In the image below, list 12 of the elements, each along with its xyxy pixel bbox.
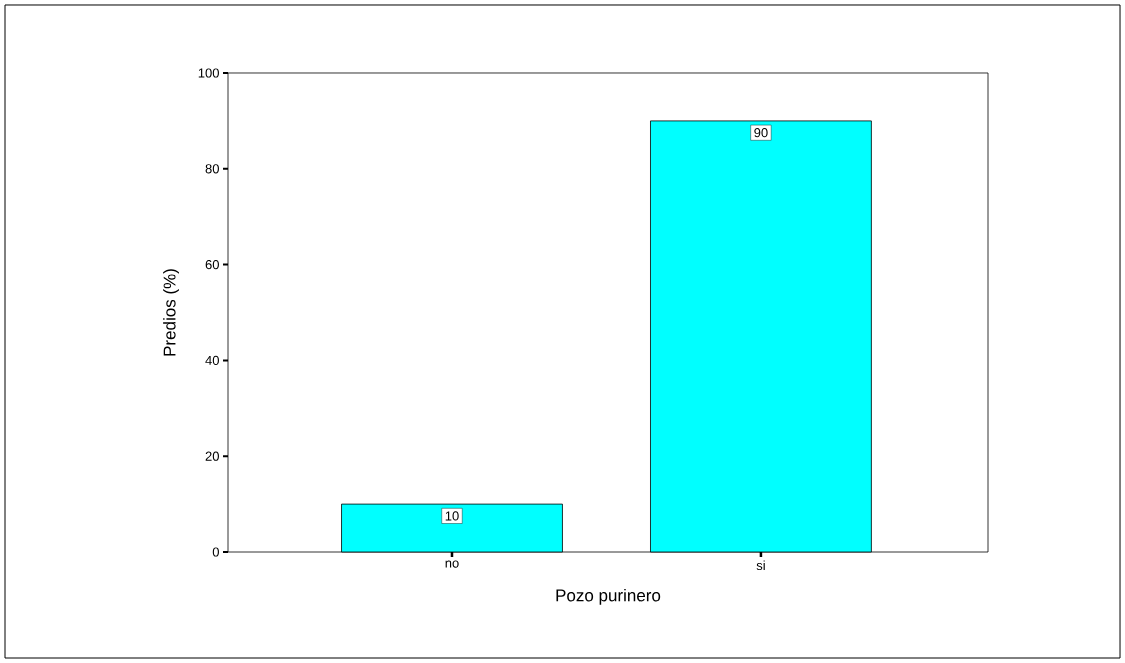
x-tick-label: si (756, 560, 765, 571)
y-tick-label: 20 (205, 451, 219, 461)
y-tick-label: 0 (212, 547, 219, 557)
x-axis-title: Pozo purinero (556, 588, 661, 605)
data-label: 90 (754, 128, 768, 138)
y-tick-label: 40 (205, 355, 219, 365)
y-axis-title: Predios (%) (163, 269, 179, 356)
data-label: 10 (445, 511, 459, 521)
x-tick-label: no (445, 560, 459, 568)
y-tick-label: 100 (198, 68, 219, 78)
y-tick-label: 60 (205, 259, 219, 270)
y-tick-label: 80 (205, 164, 219, 174)
